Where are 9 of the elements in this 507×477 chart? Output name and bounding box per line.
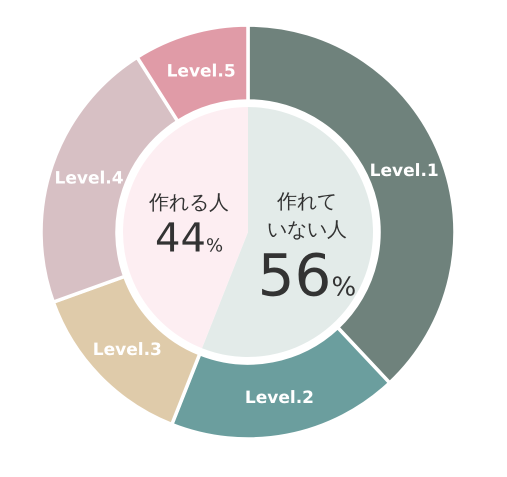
slice-label: 作れる人 (148, 190, 230, 214)
slice-label: Level.5 (166, 62, 236, 82)
slice-label: Level.3 (92, 340, 162, 360)
slice-label: Level.1 (370, 161, 439, 182)
data-label: 56% (258, 242, 356, 310)
slice-label: 作れていない人 (266, 189, 347, 242)
data-label: 44% (155, 216, 224, 262)
slice-label: Level.4 (54, 168, 124, 189)
slice-label: Level.2 (244, 388, 314, 408)
